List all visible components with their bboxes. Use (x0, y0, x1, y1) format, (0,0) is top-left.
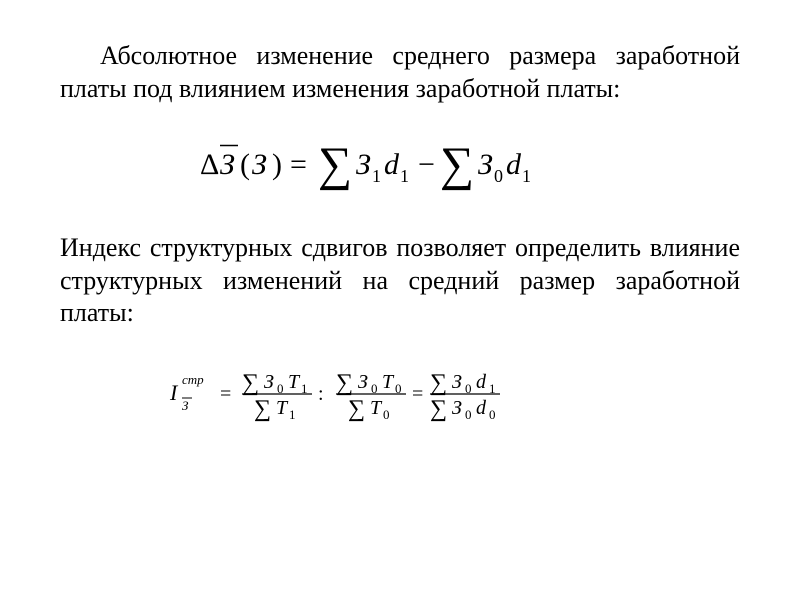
svg-text:1: 1 (289, 407, 296, 422)
svg-text:0: 0 (383, 407, 390, 422)
svg-text:З: З (452, 397, 462, 419)
svg-text:∑: ∑ (430, 370, 447, 396)
svg-text:0: 0 (395, 381, 402, 396)
page-content: Абсолютное изменение среднего размера за… (0, 0, 800, 507)
svg-text:∑: ∑ (430, 396, 447, 422)
svg-text:T: T (382, 371, 395, 393)
svg-text:Δ: Δ (200, 148, 219, 181)
svg-text:0: 0 (494, 166, 503, 186)
svg-text:З: З (452, 371, 462, 393)
svg-text:З: З (264, 371, 274, 393)
paragraph-1: Абсолютное изменение среднего размера за… (60, 40, 740, 105)
svg-text:1: 1 (372, 166, 381, 186)
svg-text:d: d (476, 371, 487, 393)
svg-text:1: 1 (522, 166, 531, 186)
svg-text:0: 0 (277, 381, 284, 396)
svg-text:∑: ∑ (348, 396, 365, 422)
svg-text:0: 0 (465, 381, 472, 396)
svg-text:1: 1 (489, 381, 496, 396)
formula-1: ΔЗ(З)=∑З1d1−∑З0d1 (60, 129, 740, 204)
svg-text:0: 0 (489, 407, 496, 422)
svg-text:): ) (272, 148, 282, 181)
svg-text:∑: ∑ (242, 370, 259, 396)
svg-text:З: З (358, 371, 368, 393)
svg-text:∑: ∑ (318, 138, 352, 191)
formula-2: IстрЗ=∑З0T1∑T1:∑З0T0∑T0=∑З0d1∑З0d0 (60, 354, 740, 439)
svg-text:T: T (370, 397, 383, 419)
svg-text:=: = (290, 148, 307, 181)
svg-text:0: 0 (371, 381, 378, 396)
svg-text:стр: стр (182, 372, 204, 387)
svg-text:d: d (506, 148, 522, 181)
svg-text:−: − (418, 148, 435, 181)
svg-text:(: ( (240, 148, 250, 181)
svg-text:∑: ∑ (440, 138, 474, 191)
svg-text::: : (318, 383, 324, 405)
svg-text:З: З (478, 148, 493, 181)
svg-text:=: = (412, 383, 423, 405)
svg-text:=: = (220, 383, 231, 405)
svg-text:d: d (476, 397, 487, 419)
paragraph-2: Индекс структурных сдвигов позволяет опр… (60, 232, 740, 330)
svg-text:T: T (288, 371, 301, 393)
svg-text:∑: ∑ (336, 370, 353, 396)
svg-text:∑: ∑ (254, 396, 271, 422)
svg-text:1: 1 (400, 166, 409, 186)
svg-text:З: З (220, 148, 235, 181)
svg-text:0: 0 (465, 407, 472, 422)
svg-text:З: З (182, 398, 189, 413)
svg-text:T: T (276, 397, 289, 419)
svg-text:I: I (169, 380, 179, 405)
svg-text:З: З (252, 148, 267, 181)
svg-text:З: З (356, 148, 371, 181)
svg-text:1: 1 (301, 381, 308, 396)
svg-text:d: d (384, 148, 400, 181)
